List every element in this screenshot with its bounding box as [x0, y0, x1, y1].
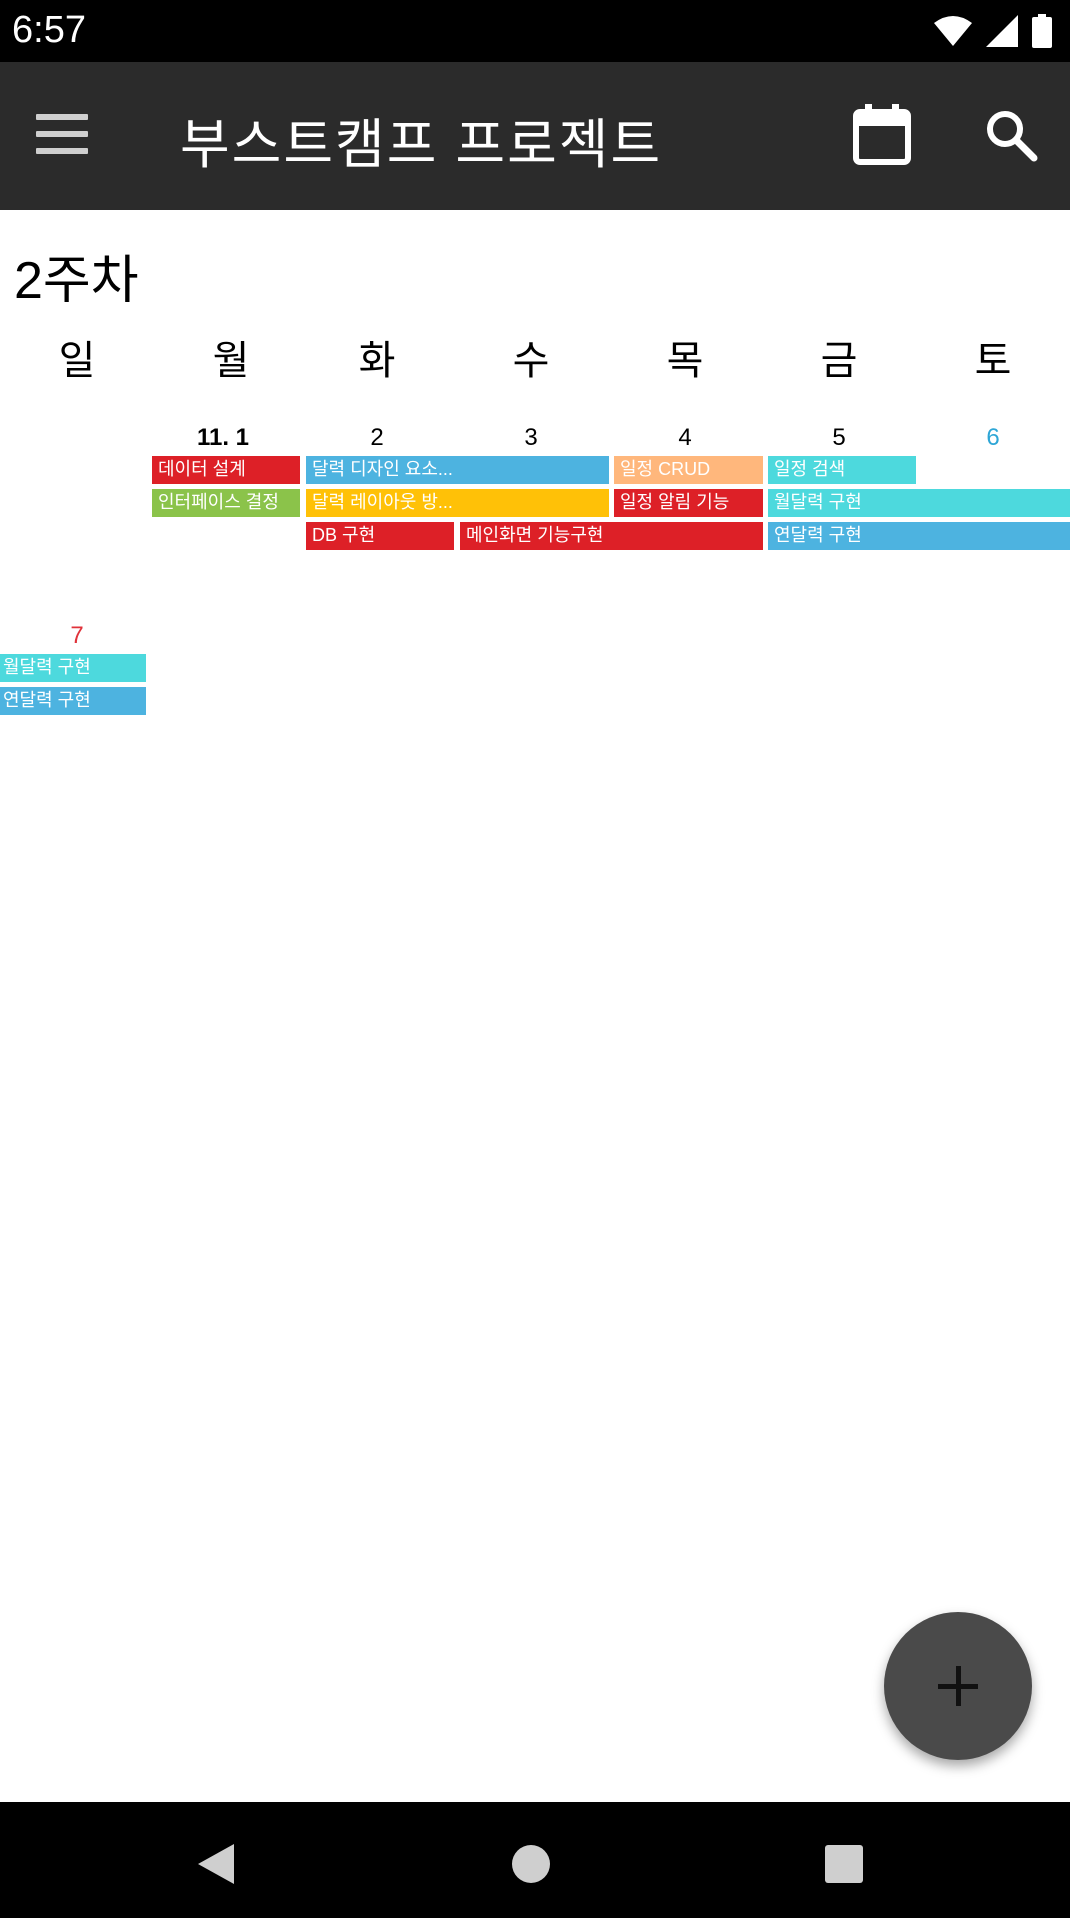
date-nov-5[interactable]: 5: [832, 424, 846, 451]
event-calendar-layout[interactable]: 달력 레이아웃 방...: [306, 489, 609, 517]
event-monthly-calendar[interactable]: 월달력 구현: [768, 489, 1070, 517]
event-schedule-alarm[interactable]: 일정 알림 기능: [614, 489, 763, 517]
event-calendar-design[interactable]: 달력 디자인 요소...: [306, 456, 609, 484]
wifi-icon: [934, 16, 972, 46]
add-event-button[interactable]: [884, 1612, 1032, 1760]
event-db-implementation[interactable]: DB 구현: [306, 522, 454, 550]
date-nov-1[interactable]: 11. 1: [196, 424, 250, 451]
app-bar: 부스트캠프 프로젝트: [0, 62, 1070, 210]
event-interface-decision[interactable]: 인터페이스 결정: [152, 489, 300, 517]
event-yearly-calendar[interactable]: 연달력 구현: [768, 522, 1070, 550]
status-icons: [934, 14, 1052, 48]
date-nov-3[interactable]: 3: [524, 424, 538, 451]
event-main-screen[interactable]: 메인화면 기능구현: [460, 522, 763, 550]
day-of-week-mon: 월: [212, 339, 250, 383]
event-monthly-calendar-cont[interactable]: 월달력 구현: [0, 654, 146, 682]
status-time: 6:57: [12, 9, 86, 51]
day-of-week-fri: 금: [820, 339, 858, 383]
search-icon[interactable]: [984, 108, 1040, 164]
event-schedule-crud[interactable]: 일정 CRUD: [614, 456, 763, 484]
date-nov-2[interactable]: 2: [370, 424, 384, 451]
event-data-design[interactable]: 데이터 설계: [152, 456, 300, 484]
home-circle-icon[interactable]: [512, 1845, 550, 1883]
back-triangle-icon[interactable]: [196, 1842, 236, 1886]
day-of-week-sat: 토: [974, 339, 1012, 383]
date-nov-7[interactable]: 7: [70, 622, 84, 649]
event-yearly-calendar-cont[interactable]: 연달력 구현: [0, 687, 146, 715]
signal-icon: [986, 15, 1018, 47]
calendar-icon[interactable]: [852, 102, 912, 166]
day-of-week-tue: 화: [358, 339, 396, 383]
status-bar: 6:57: [0, 0, 1070, 62]
date-nov-6[interactable]: 6: [986, 424, 1000, 451]
event-schedule-search[interactable]: 일정 검색: [768, 456, 916, 484]
battery-icon: [1032, 14, 1052, 48]
date-nov-4[interactable]: 4: [678, 424, 692, 451]
menu-icon[interactable]: [36, 114, 88, 154]
day-of-week-sun: 일: [58, 339, 96, 383]
app-title: 부스트캠프 프로젝트: [180, 115, 663, 175]
day-of-week-thu: 목: [666, 339, 704, 383]
day-of-week-wed: 수: [512, 339, 550, 383]
week-title: 2주차: [14, 252, 139, 310]
recent-square-icon[interactable]: [825, 1845, 863, 1883]
